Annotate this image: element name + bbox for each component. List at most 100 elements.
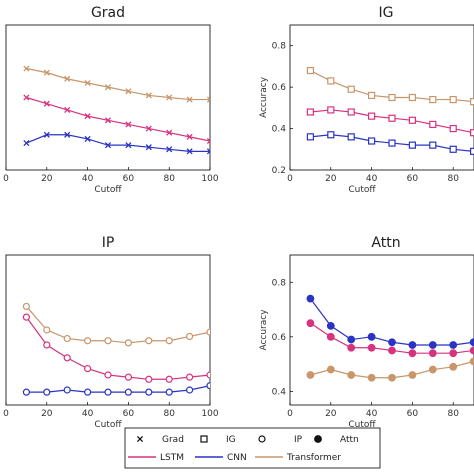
x-tick-label: 0 — [287, 174, 293, 184]
data-point-transformer — [449, 362, 458, 371]
data-point-cnn — [367, 332, 376, 341]
data-point-cnn — [327, 131, 335, 139]
legend-label: Attn — [340, 435, 359, 445]
data-point-lstm — [428, 349, 437, 358]
series-line-lstm — [310, 109, 474, 134]
legend-label: Transformer — [286, 453, 341, 463]
data-point-lstm — [22, 313, 30, 321]
x-axis-label: Cutoff — [94, 185, 122, 195]
data-point-lstm — [125, 121, 132, 128]
data-point-lstm — [388, 346, 396, 355]
data-point-cnn — [470, 147, 474, 155]
data-point-transformer — [408, 93, 416, 102]
data-point-lstm — [104, 371, 112, 379]
data-point-cnn — [429, 141, 437, 149]
data-point-transformer — [23, 65, 30, 72]
data-point-lstm — [83, 364, 92, 373]
legend-marker-ip-icon — [258, 435, 266, 443]
series-group — [23, 65, 210, 155]
data-point-cnn — [186, 386, 194, 394]
data-point-transformer — [347, 371, 356, 379]
data-point-transformer — [84, 79, 91, 87]
data-point-lstm — [104, 117, 112, 124]
chart-panel-ig: IG 0 20 40 60 80 0.2 0.4 0.6 0.8 Cutoff Accuracy — [259, 5, 474, 195]
y-tick-label: 0.4 — [272, 387, 287, 397]
chart-panel-attn: Attn 0 20 40 60 80 0.4 0.6 0.8 Cutoff Accuracy — [259, 235, 474, 430]
data-point-cnn — [306, 133, 314, 141]
x-tick-label: 100 — [201, 174, 218, 184]
series-line-transformer — [310, 360, 474, 379]
data-point-transformer — [22, 302, 30, 311]
data-point-cnn — [83, 388, 92, 396]
data-point-cnn — [388, 338, 396, 347]
data-point-cnn — [145, 144, 152, 151]
legend-label: CNN — [227, 453, 247, 463]
series-line-cnn — [309, 298, 474, 346]
data-point-lstm — [306, 108, 314, 116]
data-point-transformer — [469, 357, 474, 366]
data-point-lstm — [165, 375, 173, 383]
data-point-transformer — [104, 337, 112, 345]
y-tick-label: 0.6 — [272, 333, 287, 343]
data-point-lstm — [388, 114, 396, 122]
data-point-lstm — [63, 354, 71, 362]
x-tick-label: 40 — [366, 409, 378, 419]
data-point-cnn — [165, 388, 173, 396]
plot-frame — [5, 254, 211, 406]
x-axis-label: Cutoff — [348, 420, 376, 430]
data-point-cnn — [145, 388, 153, 396]
data-point-lstm — [469, 346, 474, 355]
data-point-cnn — [206, 148, 210, 155]
y-tick-label: 0.8 — [272, 278, 287, 288]
data-point-lstm — [84, 113, 91, 120]
data-point-cnn — [408, 141, 416, 149]
data-point-transformer — [166, 94, 173, 101]
x-tick-label: 60 — [123, 174, 135, 184]
data-point-transformer — [63, 334, 71, 343]
x-tick-label: 20 — [325, 409, 337, 419]
data-point-transformer — [64, 75, 71, 82]
data-point-transformer — [388, 373, 396, 382]
data-point-lstm — [166, 129, 173, 136]
data-point-lstm — [64, 106, 71, 113]
data-point-lstm — [23, 94, 30, 101]
chart-title: Grad — [91, 5, 125, 21]
x-tick-label: 40 — [82, 174, 94, 184]
data-point-transformer — [388, 93, 396, 102]
data-point-transformer — [306, 66, 314, 75]
y-tick-label: 0.4 — [272, 125, 287, 135]
x-tick-label: 0 — [3, 409, 9, 419]
data-point-transformer — [368, 91, 376, 100]
y-axis-label: Accuracy — [259, 76, 269, 118]
data-point-transformer — [408, 371, 417, 379]
x-tick-label: 80 — [163, 409, 175, 419]
chart-title: IG — [379, 5, 394, 21]
series-line-transformer — [310, 70, 474, 103]
data-point-lstm — [408, 116, 416, 124]
data-point-transformer — [124, 339, 132, 347]
data-point-transformer — [186, 96, 193, 103]
series-line-lstm — [25, 316, 210, 380]
x-tick-label: 40 — [366, 174, 378, 184]
x-tick-label: 80 — [163, 174, 175, 184]
data-point-cnn — [326, 322, 335, 330]
legend-label: LSTM — [160, 453, 184, 463]
x-axis-label: Cutoff — [348, 185, 376, 195]
data-point-lstm — [347, 108, 355, 116]
data-point-cnn — [469, 338, 474, 347]
plot-frame — [289, 254, 474, 406]
y-tick-label: 0.8 — [272, 42, 287, 52]
legend-marker-ig-icon — [200, 435, 208, 443]
plot-frame — [289, 24, 474, 171]
legend: Grad IG IP Attn LSTM CNN Transformer — [124, 427, 381, 469]
chart-title: IP — [102, 235, 115, 251]
data-point-cnn — [186, 148, 193, 155]
series-line-lstm — [310, 322, 474, 354]
x-tick-label: 20 — [325, 174, 337, 184]
data-point-cnn — [408, 341, 417, 349]
data-point-cnn — [449, 341, 458, 349]
data-point-lstm — [43, 341, 51, 349]
data-point-transformer — [470, 98, 474, 106]
data-point-lstm — [206, 137, 210, 145]
